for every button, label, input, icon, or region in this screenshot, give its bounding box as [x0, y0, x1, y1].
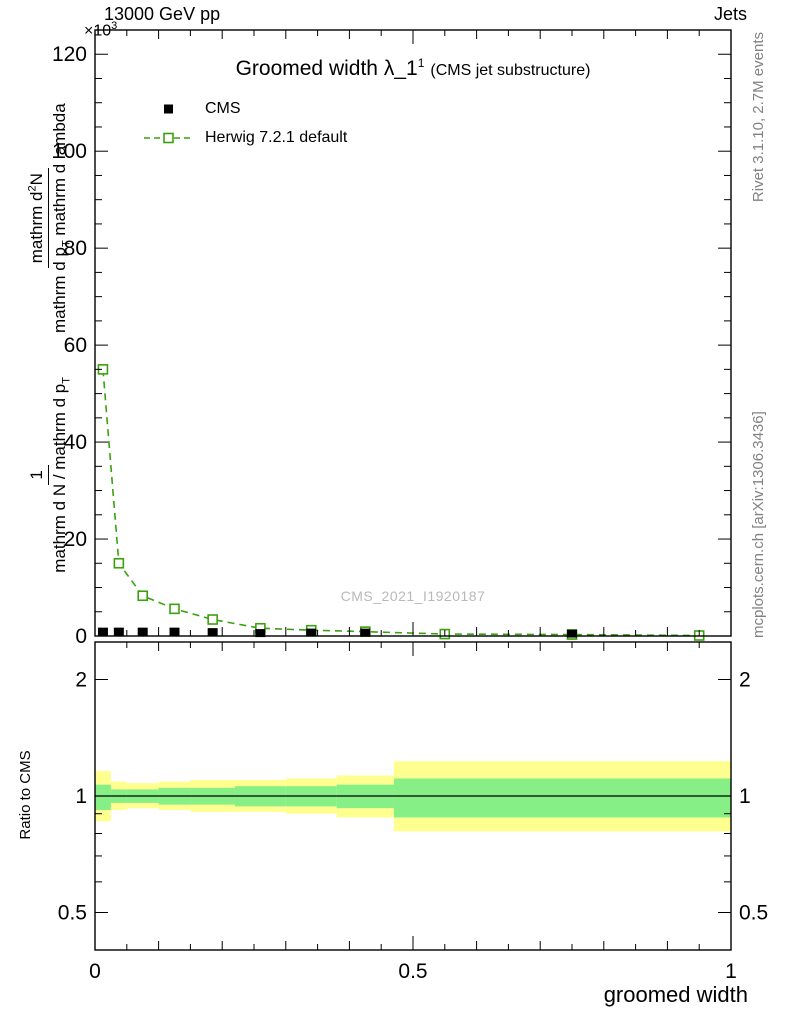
x-tick-label: 0: [89, 960, 101, 983]
cms-marker: [360, 628, 371, 637]
plot-title-text: Groomed width: [235, 57, 378, 80]
y-axis-multiplier: ×103: [84, 20, 117, 40]
sidebar-rivet-text: Rivet 3.1.10, 2.7M events: [750, 32, 767, 202]
main-y-tick-label: 60: [64, 334, 87, 357]
y-axis-label-frac1-numerator: 1: [26, 465, 49, 485]
y-axis-label-inner-fraction: mathrm d2N mathrm d pT mathrm d lambda: [26, 98, 73, 338]
herwig-marker: [113, 557, 125, 569]
ratio-y-tick-label-right: 1: [739, 785, 751, 808]
main-y-tick-label: 100: [52, 140, 87, 163]
herwig-dashed-line-icon: [144, 132, 194, 144]
ratio-y-tick-label-right: 2: [739, 669, 751, 692]
y-axis-label-frac2-numerator: mathrm d2N: [26, 168, 49, 269]
main-y-tick-label: 0: [75, 625, 87, 648]
y-axis-label-frac1-denominator: mathrm d N / mathrm d pT: [49, 377, 72, 573]
ratio-y-tick-label-left: 1: [75, 785, 87, 808]
ratio-axis-frame: [94, 641, 732, 951]
main-axis-frame: [94, 29, 732, 637]
main-y-tick-label: 80: [64, 237, 87, 260]
legend: CMS Herwig 7.2.1 default: [143, 100, 347, 147]
ratio-y-axis-label: Ratio to CMS: [17, 750, 34, 839]
sidebar-mcplots-text: mcplots.cern.ch [arXiv:1306.3436]: [750, 411, 767, 638]
main-y-tick-label: 120: [52, 43, 87, 66]
x-tick-label: 0.5: [398, 960, 427, 983]
cms-marker: [137, 627, 148, 636]
cms-marker: [207, 628, 218, 637]
herwig-marker: [207, 614, 218, 625]
cms-marker: [306, 628, 317, 637]
plot-title-superscript: 1: [417, 56, 425, 70]
cms-marker: [255, 629, 266, 638]
plot-title-note: (CMS jet substructure): [430, 62, 591, 79]
main-y-tick-label: 20: [64, 528, 87, 551]
ratio-band-green: [393, 778, 731, 818]
y-axis-multiplier-exponent: 3: [111, 20, 118, 32]
y-axis-label: 1 mathrm d N / mathrm d pT mathrm d2N ma…: [14, 40, 86, 636]
analysis-group-label: Jets: [713, 4, 747, 24]
cms-filled-square-icon: [164, 104, 173, 114]
cms-marker: [169, 627, 180, 636]
y-axis-label-outer-fraction: 1 mathrm d N / mathrm d pT: [26, 372, 73, 578]
y-axis-label-frac2-denominator: mathrm d pT mathrm d lambda: [49, 103, 72, 334]
legend-label-herwig: Herwig 7.2.1 default: [205, 129, 348, 146]
ratio-y-tick-label-left: 2: [75, 669, 87, 692]
legend-label-cms: CMS: [205, 100, 241, 117]
herwig-marker: [137, 590, 148, 602]
main-y-tick-label: 40: [64, 431, 87, 454]
ratio-y-tick-label-left: 0.5: [58, 901, 87, 924]
legend-item-cms: CMS: [143, 100, 347, 118]
herwig-marker: [169, 603, 180, 615]
herwig-curve: [102, 369, 700, 637]
cms-marker: [97, 627, 108, 636]
cms-marker: [113, 627, 124, 636]
legend-item-herwig: Herwig 7.2.1 default: [143, 129, 347, 147]
watermark: CMS_2021_I1920187: [340, 588, 486, 604]
y-axis-multiplier-base: ×10: [84, 22, 112, 40]
beam-energy-label: 13000 GeV pp: [104, 4, 221, 24]
ratio-band-green: [95, 784, 111, 811]
ratio-y-tick-label-right: 0.5: [739, 901, 768, 924]
x-axis-label: groomed width: [603, 982, 748, 1007]
plot-title-symbol: λ_1: [383, 57, 418, 80]
x-tick-label: 1: [725, 960, 737, 983]
plot-title: Groomed width λ_11 (CMS jet substructure): [236, 56, 591, 81]
